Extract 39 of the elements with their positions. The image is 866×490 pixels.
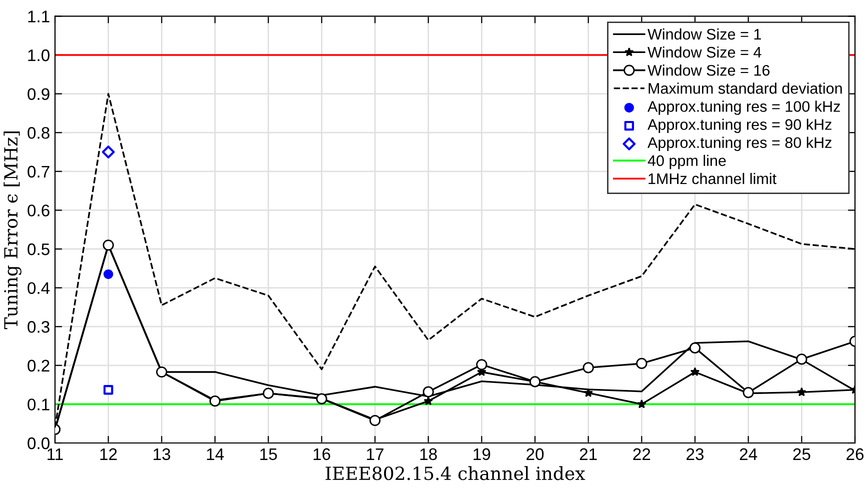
legend-label: 40 ppm line	[648, 154, 726, 170]
y-tick-label: 0.1	[28, 398, 50, 410]
y-tick-label: 0.6	[28, 204, 50, 216]
y-tick-label: 0.2	[28, 360, 50, 372]
x-tick-label: 25	[793, 448, 810, 460]
x-tick-label: 18	[420, 448, 437, 460]
y-tick-label: 0.3	[28, 321, 50, 333]
x-tick-label: 17	[367, 448, 384, 460]
legend-label: 1MHz channel limit	[648, 172, 776, 184]
y-tick-label: 0.5	[28, 243, 50, 256]
legend-label: Approx.tuning res = 80 kHz	[648, 136, 832, 152]
x-tick-label: 12	[100, 448, 117, 460]
legend-label: Window Size = 1	[648, 28, 761, 40]
x-tick-label: 21	[580, 448, 597, 460]
x-tick-label: 11	[48, 448, 63, 460]
x-tick-label: 16	[314, 448, 330, 460]
x-tick-label: 15	[260, 448, 277, 460]
x-tick-label: 19	[474, 448, 490, 460]
x-tick-label: 26	[846, 448, 864, 460]
legend-label: Maximum standard deviation	[648, 82, 842, 94]
y-tick-label: 0.7	[28, 166, 50, 178]
legend-label: Window Size = 16	[648, 64, 770, 76]
y-tick-label: 0.9	[28, 88, 50, 100]
y-tick-label: 1.0	[28, 49, 50, 62]
legend-label: Approx.tuning res = 100 kHz	[648, 100, 840, 115]
x-axis-title: IEEE802.15.4 channel index	[326, 466, 586, 480]
x-tick-label: 24	[740, 448, 758, 460]
x-tick-label: 23	[686, 448, 704, 460]
x-tick-label: 20	[526, 448, 544, 460]
legend-label: Approx.tuning res = 90 kHz	[648, 118, 832, 133]
y-tick-label: 1.1	[28, 10, 50, 22]
x-tick-label: 22	[633, 448, 650, 460]
x-tick-label: 14	[207, 448, 224, 460]
y-tick-label: 0.8	[28, 127, 50, 139]
y-tick-label: 0.0	[28, 437, 50, 450]
y-tick-label: 0.4	[28, 282, 50, 294]
y-axis-title: Tuning Error ϵ [MHz]	[4, 131, 22, 330]
x-tick-label: 13	[154, 448, 170, 460]
legend-label: Window Size = 4	[648, 46, 762, 58]
